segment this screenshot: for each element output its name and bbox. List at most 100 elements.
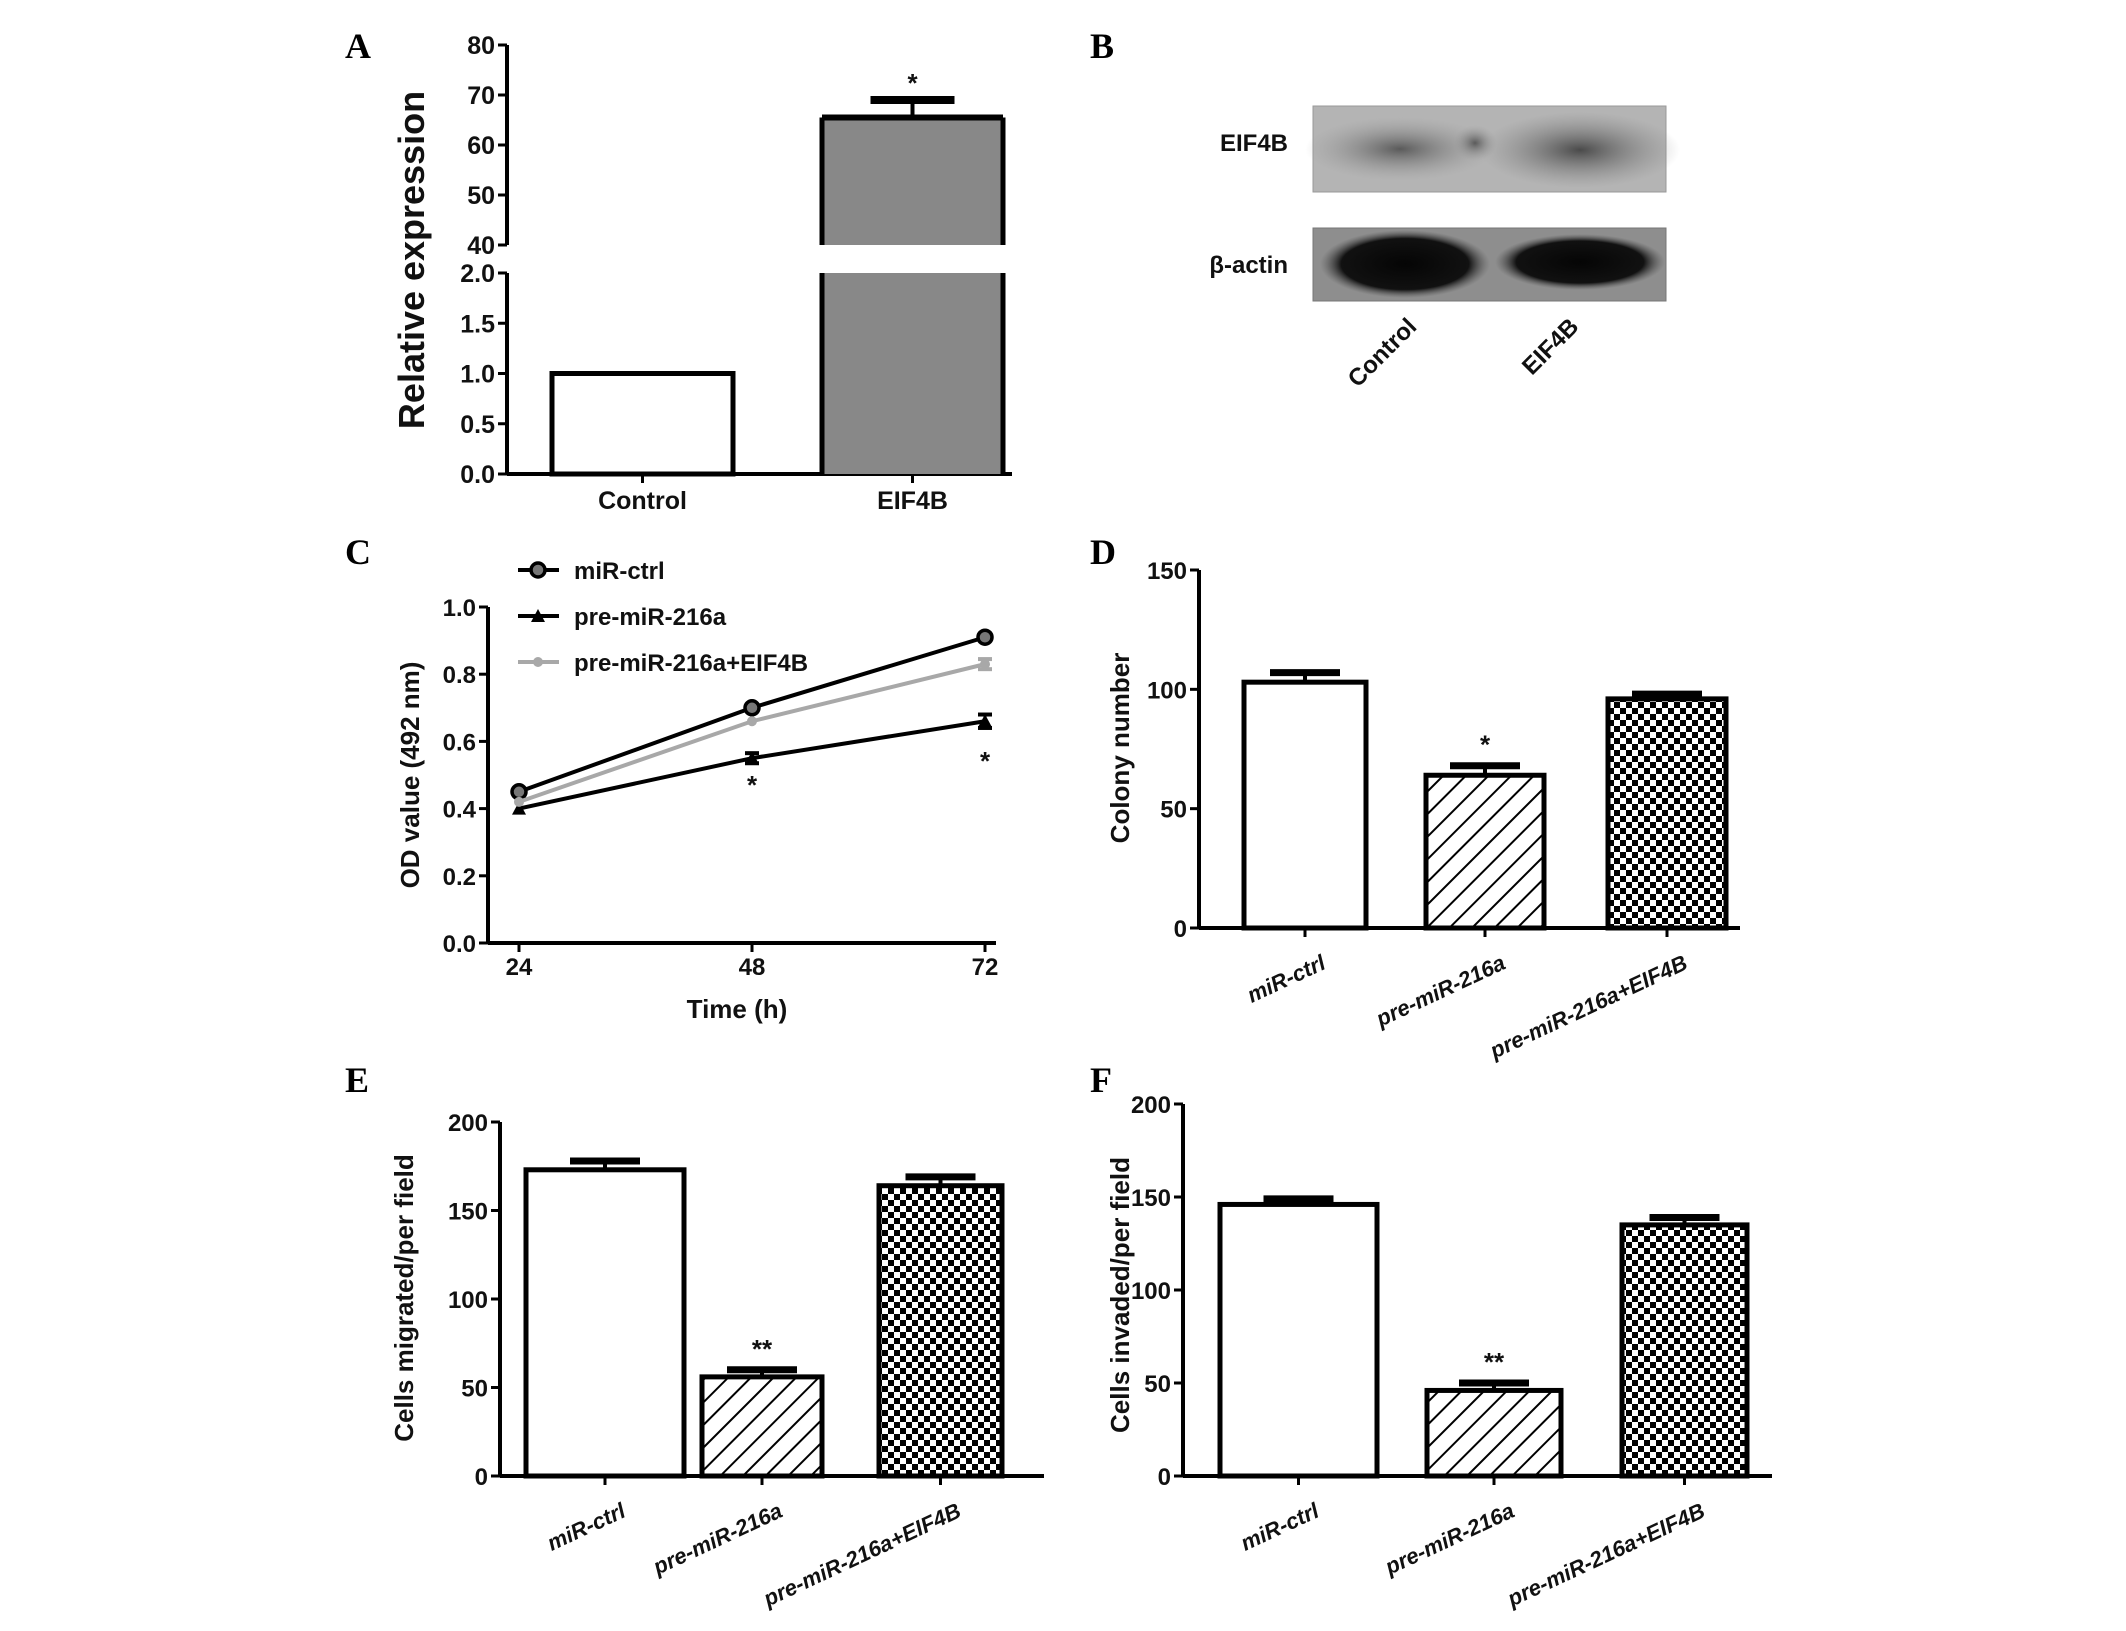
data-point	[978, 714, 992, 728]
band-eif4b-eif4b	[1480, 112, 1680, 188]
legend-swatch-marker	[531, 609, 545, 622]
y-tick-label: 80	[467, 32, 495, 60]
y-tick-label: 200	[448, 1110, 488, 1137]
y-tick-label: 50	[467, 182, 495, 210]
x-tick-label: pre-miR-216a+EIF4B	[1503, 1498, 1709, 1612]
y-axis-title: OD value (492 nm)	[395, 662, 425, 889]
blot-lane-label: Control	[1343, 313, 1422, 392]
y-tick-label: 0	[475, 1464, 488, 1491]
y-tick-label: 50	[461, 1376, 488, 1403]
significance-marker: *	[980, 746, 991, 776]
y-axis-title: Cells migrated/per field	[389, 1154, 419, 1442]
data-point	[510, 783, 528, 801]
x-tick-label: miR-ctrl	[1243, 949, 1330, 1007]
bar-mir-ctrl	[1217, 1201, 1380, 1479]
x-axis-title: Time (h)	[687, 994, 788, 1024]
y-tick-label: 0.4	[443, 797, 477, 824]
x-tick-label: miR-ctrl	[543, 1497, 630, 1555]
blot-lane-label: EIF4B	[1517, 313, 1584, 380]
bar-mir-ctrl	[1241, 679, 1369, 931]
bar-pre-mir-216a	[1424, 1387, 1564, 1479]
panel-c-chart: 0.0 0.2 0.4 0.6 0.8 1.0 24 48 72 Time (h) OD value…	[395, 558, 998, 1024]
y-tick-label: 50	[1144, 1371, 1171, 1398]
band-control-eif4b	[1305, 117, 1495, 181]
y-tick-label: 0	[1158, 1464, 1171, 1491]
significance-marker: **	[752, 1334, 773, 1364]
y-tick-label: 1.0	[443, 595, 476, 622]
panel-label-c: C	[345, 532, 371, 572]
y-tick-label: 0.0	[443, 931, 476, 958]
data-point	[512, 801, 526, 815]
x-tick-label: Control	[598, 487, 687, 515]
x-tick-label: 24	[506, 954, 533, 981]
panel-label-f: F	[1090, 1060, 1112, 1100]
x-tick-label: 72	[972, 954, 999, 981]
y-tick-label: 100	[448, 1287, 488, 1314]
bar-pre-mir-216a-eif4b	[1619, 1222, 1750, 1479]
x-tick-label: pre-miR-216a+EIF4B	[759, 1498, 965, 1612]
bar-control	[549, 371, 736, 477]
y-tick-label: 70	[467, 82, 495, 110]
blot-row-label: EIF4B	[1220, 130, 1288, 157]
y-tick-label: 1.5	[460, 310, 495, 338]
y-tick-label: 40	[467, 232, 495, 260]
band-control-beta-actin	[1320, 230, 1490, 298]
y-tick-label: 150	[1131, 1185, 1171, 1212]
y-tick-label: 0	[1174, 916, 1187, 943]
y-tick-label: 0.8	[443, 662, 476, 689]
y-tick-label: 60	[467, 132, 495, 160]
bar-lower-eif4b	[822, 273, 1003, 474]
panel-a-chart: 0.0 0.5 1.0 1.5 2.040 50 60 70 80 Control * EIF4B Re…	[391, 32, 1012, 515]
panel-label-b: B	[1090, 26, 1114, 66]
significance-marker: **	[1484, 1347, 1505, 1377]
bar-upper-eif4b	[822, 117, 1003, 245]
x-tick-label: pre-miR-216a+EIF4B	[1485, 950, 1691, 1064]
bar-pre-mir-216a-eif4b	[876, 1183, 1005, 1479]
y-tick-label: 50	[1160, 797, 1187, 824]
panel-label-d: D	[1090, 532, 1116, 572]
legend-label: pre-miR-216a+EIF4B	[574, 650, 808, 677]
y-tick-label: 100	[1147, 677, 1187, 704]
bar-pre-mir-216a	[699, 1374, 825, 1479]
y-tick-label: 2.0	[460, 260, 495, 288]
legend-swatch-marker	[529, 561, 547, 579]
y-tick-label: 0.2	[443, 864, 476, 891]
x-tick-label: pre-miR-216a	[648, 1498, 786, 1580]
panel-f-chart: 0 50 100 150 200 miR-ctrl ** pre-miR-216apre-mi…	[1105, 1092, 1772, 1612]
y-axis-title: Cells invaded/per field	[1105, 1157, 1135, 1433]
bar-pre-mir-216a-eif4b	[1605, 696, 1729, 931]
data-point	[976, 628, 994, 646]
y-tick-label: 150	[1147, 558, 1187, 585]
legend-swatch-marker	[533, 657, 543, 667]
significance-marker: *	[1480, 730, 1491, 760]
blot-row-label: β-actin	[1209, 252, 1288, 279]
panel-label-e: E	[345, 1060, 369, 1100]
y-tick-label: 1.0	[460, 361, 495, 389]
x-tick-label: miR-ctrl	[1237, 1497, 1324, 1555]
x-tick-label: pre-miR-216a	[1371, 950, 1509, 1032]
legend-label: miR-ctrl	[574, 558, 665, 585]
significance-marker: *	[747, 770, 758, 800]
panel-e-chart: 0 50 100 150 200 miR-ctrl ** pre-miR-216apre-mi…	[389, 1110, 1044, 1612]
data-point	[747, 716, 757, 727]
data-point	[743, 699, 761, 717]
data-point	[980, 659, 990, 670]
x-tick-label: 48	[739, 954, 766, 981]
panel-label-a: A	[345, 26, 371, 66]
legend-label: pre-miR-216a	[574, 604, 727, 631]
bar-mir-ctrl	[523, 1167, 687, 1479]
y-axis-title: Relative expression	[391, 91, 432, 429]
y-axis-title: Colony number	[1105, 653, 1135, 844]
y-tick-label: 200	[1131, 1092, 1171, 1119]
bar-pre-mir-216a	[1423, 772, 1547, 931]
data-point	[514, 796, 524, 807]
y-tick-label: 0.6	[443, 729, 476, 756]
y-tick-label: 0.0	[460, 461, 495, 489]
y-tick-label: 150	[448, 1199, 488, 1226]
significance-marker: *	[907, 68, 918, 98]
band-eif4b-beta-actin	[1495, 234, 1665, 290]
panel-d-chart: 0 50 100 150 miR-ctrl * pre-miR-216apre-miR-21…	[1105, 558, 1740, 1064]
x-tick-label: pre-miR-216a	[1380, 1498, 1518, 1580]
y-tick-label: 0.5	[460, 411, 495, 439]
